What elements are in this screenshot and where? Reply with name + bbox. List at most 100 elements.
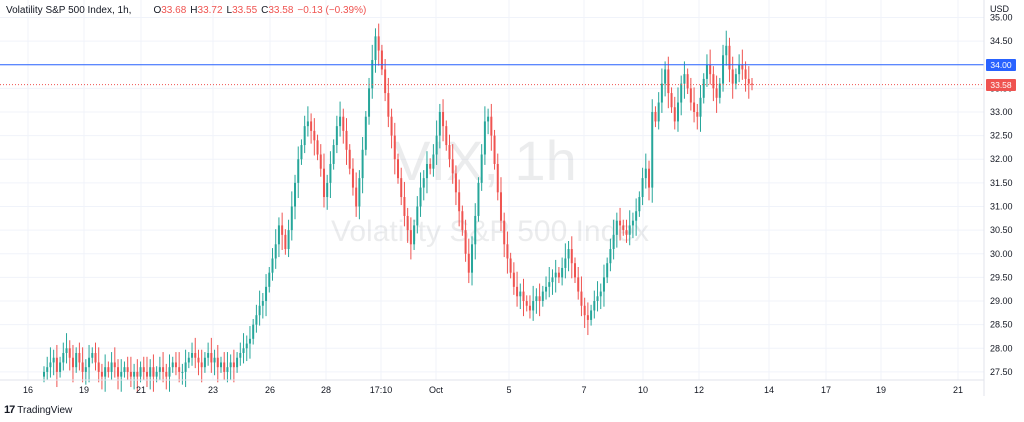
legend-change: −0.13 (−0.39%)	[297, 5, 367, 16]
symbol-legend: Volatility S&P 500 Index, 1h, O33.68 H33…	[6, 5, 366, 16]
candle	[725, 30, 728, 66]
candle	[554, 259, 557, 293]
time-axis[interactable]: 16 19 21 23 26 28 17:10 Oct 5 7 10 12 14 17 19 21	[23, 385, 963, 395]
y-tick-label: 27.50	[990, 367, 1013, 377]
candle	[113, 347, 116, 378]
x-tick-label: 19	[79, 385, 89, 395]
candle	[593, 290, 596, 319]
candle	[496, 153, 499, 201]
candle	[287, 219, 290, 258]
candle	[117, 359, 120, 390]
candle	[722, 44, 725, 92]
candle	[390, 108, 393, 149]
candle	[104, 354, 107, 392]
candle	[538, 283, 541, 317]
candle	[310, 113, 313, 144]
candle	[187, 352, 190, 369]
x-tick-label: 23	[208, 385, 218, 395]
x-tick-label: 5	[506, 385, 511, 395]
candle	[535, 288, 538, 314]
candle	[657, 92, 660, 130]
candle	[220, 356, 222, 373]
candle	[46, 356, 49, 380]
x-tick-label: 19	[876, 385, 886, 395]
candle	[152, 354, 155, 392]
candle	[377, 23, 380, 66]
candle	[319, 144, 322, 177]
candle	[223, 352, 226, 380]
candle	[541, 285, 544, 307]
candle	[454, 165, 457, 206]
y-tick-label: 33.00	[990, 107, 1013, 117]
candle	[631, 212, 634, 239]
candle	[731, 56, 734, 99]
candle	[705, 54, 708, 87]
candle	[432, 144, 435, 177]
candle	[126, 356, 129, 380]
candle	[136, 359, 139, 392]
candle	[358, 170, 361, 220]
y-tick-label: 28.50	[990, 320, 1013, 330]
candle	[361, 137, 364, 194]
candle	[300, 139, 303, 165]
candle	[738, 54, 741, 83]
candle	[519, 283, 522, 310]
candle	[371, 44, 374, 99]
candle	[290, 191, 293, 241]
candle	[277, 217, 280, 258]
candle	[586, 302, 589, 336]
candle	[168, 354, 171, 392]
candle	[442, 99, 445, 142]
candle	[602, 264, 605, 307]
candle	[580, 276, 583, 317]
candle	[265, 274, 268, 317]
candle	[68, 340, 71, 371]
candle	[274, 229, 277, 269]
candle	[619, 207, 622, 241]
candle	[248, 326, 251, 359]
legend-open-label: O	[153, 5, 162, 16]
legend-close: 33.58	[268, 5, 294, 16]
candle	[294, 174, 297, 220]
candle	[65, 333, 68, 364]
candle	[648, 160, 651, 201]
candle	[638, 191, 641, 217]
legend-symbol[interactable]: Volatility S&P 500 Index, 1h,	[6, 5, 132, 16]
candle	[506, 231, 509, 274]
legend-low-label: L	[226, 5, 233, 16]
candle	[97, 347, 100, 383]
watermark-name: Volatility S&P 500 Index	[331, 215, 649, 248]
x-tick-label: 17:10	[370, 385, 393, 395]
candle	[158, 356, 161, 380]
candle	[477, 177, 480, 222]
candle	[512, 262, 515, 295]
x-tick-label: 21	[953, 385, 963, 395]
candle	[149, 359, 152, 390]
candle	[751, 77, 753, 91]
candle	[416, 196, 419, 234]
candle	[197, 349, 200, 376]
candle	[171, 356, 174, 373]
candle	[641, 167, 644, 206]
candle	[403, 181, 406, 227]
tradingview-logo-icon: 17	[4, 404, 15, 416]
candle	[683, 61, 686, 99]
candle	[516, 271, 519, 307]
candle	[429, 158, 432, 175]
candle	[207, 342, 210, 366]
candle	[574, 257, 576, 284]
tradingview-logo[interactable]: 17 TradingView	[4, 404, 72, 416]
candle	[548, 266, 551, 298]
candle	[71, 344, 74, 383]
candle	[226, 352, 229, 383]
candle	[528, 295, 531, 319]
x-tick-label: 21	[136, 385, 146, 395]
y-tick-label: 32.00	[990, 154, 1013, 164]
last-price-badge: 33.58	[986, 78, 1016, 91]
legend-open: 33.68	[161, 5, 187, 16]
candle	[651, 99, 654, 203]
candle	[52, 349, 55, 376]
tradingview-brand: TradingView	[17, 404, 73, 416]
candle	[699, 85, 702, 132]
